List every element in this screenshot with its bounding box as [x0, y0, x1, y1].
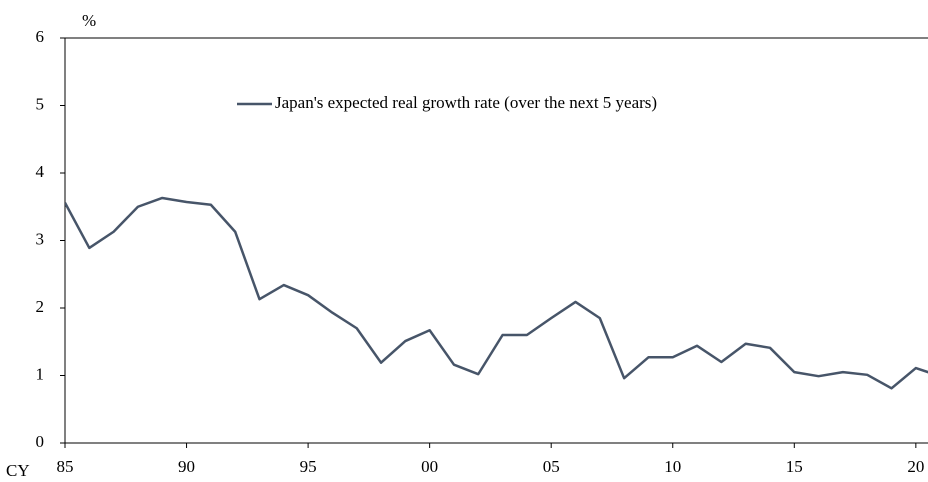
x-tick-label: 05	[543, 457, 560, 476]
y-tick-label: 0	[36, 432, 45, 451]
x-tick-label: 90	[178, 457, 195, 476]
x-label: CY	[6, 461, 30, 480]
y-tick-label: 3	[36, 229, 45, 248]
x-tick-label: 20	[907, 457, 924, 476]
y-tick-label: 1	[36, 364, 45, 383]
series-line	[65, 196, 928, 390]
x-tick-label: 85	[57, 457, 74, 476]
y-tick-label: 6	[36, 27, 45, 46]
y-tick-label: 5	[36, 94, 45, 113]
x-tick-label: 00	[421, 457, 438, 476]
x-tick-label: 10	[664, 457, 681, 476]
legend-label: Japan's expected real growth rate (over …	[275, 93, 657, 112]
y-unit: %	[82, 11, 96, 30]
x-tick-label: 15	[786, 457, 803, 476]
x-tick-label: 95	[300, 457, 317, 476]
y-tick-label: 4	[36, 162, 45, 181]
y-tick-label: 2	[36, 297, 45, 316]
